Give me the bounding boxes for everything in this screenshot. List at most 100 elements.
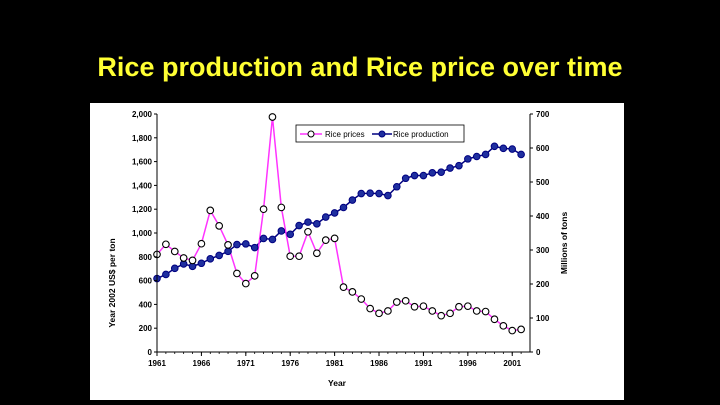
production-point bbox=[170, 264, 179, 273]
price-point bbox=[313, 249, 321, 258]
price-point bbox=[384, 307, 392, 315]
production-point bbox=[348, 196, 357, 204]
production-point bbox=[490, 142, 499, 151]
x-tick-label: 1976 bbox=[281, 359, 299, 368]
production-point bbox=[437, 168, 445, 176]
production-point bbox=[508, 145, 517, 153]
legend: Rice prices Rice production bbox=[295, 124, 465, 143]
y-tick-label: 1,000 bbox=[132, 229, 153, 238]
x-tick-label: 1971 bbox=[237, 359, 255, 368]
slide-title: Rice production and Rice price over time bbox=[97, 52, 623, 82]
production-point bbox=[401, 174, 410, 183]
production-point bbox=[224, 247, 232, 256]
price-point bbox=[330, 234, 339, 243]
production-point bbox=[392, 182, 401, 191]
price-point bbox=[455, 302, 463, 311]
production-point bbox=[197, 259, 206, 268]
production-point bbox=[321, 213, 330, 221]
chart: 0 200 400 600 800 1,000 1,200 1,400 1,600 1,800 2,… bbox=[107, 110, 569, 388]
production-point bbox=[481, 150, 490, 159]
price-point bbox=[206, 206, 215, 215]
production-point bbox=[242, 240, 250, 248]
x-tick-label: 1996 bbox=[459, 359, 477, 368]
production-point bbox=[313, 220, 321, 228]
x-tick-label: 2001 bbox=[503, 359, 521, 368]
production-point bbox=[455, 161, 463, 170]
production-point bbox=[268, 235, 277, 244]
price-point bbox=[481, 307, 490, 316]
production-point bbox=[384, 191, 392, 200]
price-point bbox=[499, 321, 508, 330]
price-point bbox=[339, 283, 348, 291]
price-point bbox=[419, 302, 428, 311]
production-point bbox=[357, 189, 366, 198]
y-tick-label: 200 bbox=[139, 324, 153, 333]
production-point bbox=[517, 150, 525, 159]
y-tick-label: 1,600 bbox=[132, 158, 153, 167]
production-point bbox=[499, 144, 508, 153]
price-point bbox=[224, 241, 232, 249]
price-point bbox=[197, 239, 206, 248]
production-point bbox=[366, 189, 374, 198]
price-point bbox=[188, 256, 197, 265]
production-point bbox=[419, 171, 428, 180]
legend-price-marker bbox=[307, 130, 315, 138]
production-point bbox=[250, 243, 259, 252]
y2-tick-label: 100 bbox=[536, 314, 550, 323]
price-line bbox=[156, 116, 522, 332]
y2-tick-label: 200 bbox=[536, 280, 550, 289]
price-point bbox=[162, 240, 170, 249]
price-point bbox=[215, 222, 224, 230]
production-point bbox=[277, 227, 286, 235]
production-point bbox=[375, 189, 383, 198]
y-tick-label: 1,400 bbox=[132, 181, 153, 190]
production-point bbox=[295, 221, 303, 230]
price-point bbox=[428, 307, 437, 315]
production-point bbox=[446, 164, 454, 172]
price-point bbox=[233, 269, 241, 278]
price-point bbox=[472, 307, 481, 315]
price-point bbox=[268, 113, 277, 121]
chart-panel: 0 200 400 600 800 1,000 1,200 1,400 1,600 1,800 2,… bbox=[90, 103, 624, 400]
y2-tick-label: 400 bbox=[536, 212, 550, 221]
x-tick-label: 1961 bbox=[148, 359, 166, 368]
price-point bbox=[348, 288, 357, 296]
price-point bbox=[375, 309, 383, 318]
production-point bbox=[304, 218, 312, 226]
price-point bbox=[508, 326, 517, 335]
price-point bbox=[490, 315, 499, 324]
y-tick-label: 1,200 bbox=[132, 205, 153, 214]
y-tick-label: 800 bbox=[139, 253, 153, 262]
x-tick-label: 1991 bbox=[415, 359, 433, 368]
price-point bbox=[401, 296, 410, 305]
x-tick-label: 1986 bbox=[370, 359, 388, 368]
price-point bbox=[170, 247, 179, 256]
y2-tick-label: 0 bbox=[536, 348, 541, 357]
y-tick-label: 0 bbox=[148, 348, 153, 357]
production-point bbox=[464, 155, 472, 163]
price-point bbox=[517, 325, 525, 334]
price-point bbox=[410, 302, 419, 311]
production-point bbox=[286, 230, 295, 239]
price-point bbox=[304, 227, 312, 236]
price-point bbox=[277, 203, 286, 212]
y-tick-label: 600 bbox=[139, 277, 153, 286]
y2-tick-label: 300 bbox=[536, 246, 550, 255]
x-tick-label: 1981 bbox=[326, 359, 344, 368]
y-axis-label: Year 2002 US$ per ton bbox=[107, 238, 117, 327]
price-point bbox=[321, 236, 330, 244]
price-point bbox=[366, 304, 374, 313]
production-point bbox=[339, 203, 348, 212]
y2-tick-label: 500 bbox=[536, 178, 550, 187]
y-tick-label: 400 bbox=[139, 300, 153, 309]
price-point bbox=[259, 205, 268, 214]
price-point bbox=[179, 254, 188, 262]
price-point bbox=[286, 252, 295, 261]
price-point bbox=[463, 302, 472, 311]
production-point bbox=[259, 234, 268, 243]
y-tick-label: 2,000 bbox=[132, 110, 153, 119]
price-point bbox=[295, 252, 303, 261]
production-point bbox=[428, 169, 437, 177]
production-point bbox=[330, 209, 339, 217]
legend-price-label: Rice prices bbox=[325, 130, 365, 139]
